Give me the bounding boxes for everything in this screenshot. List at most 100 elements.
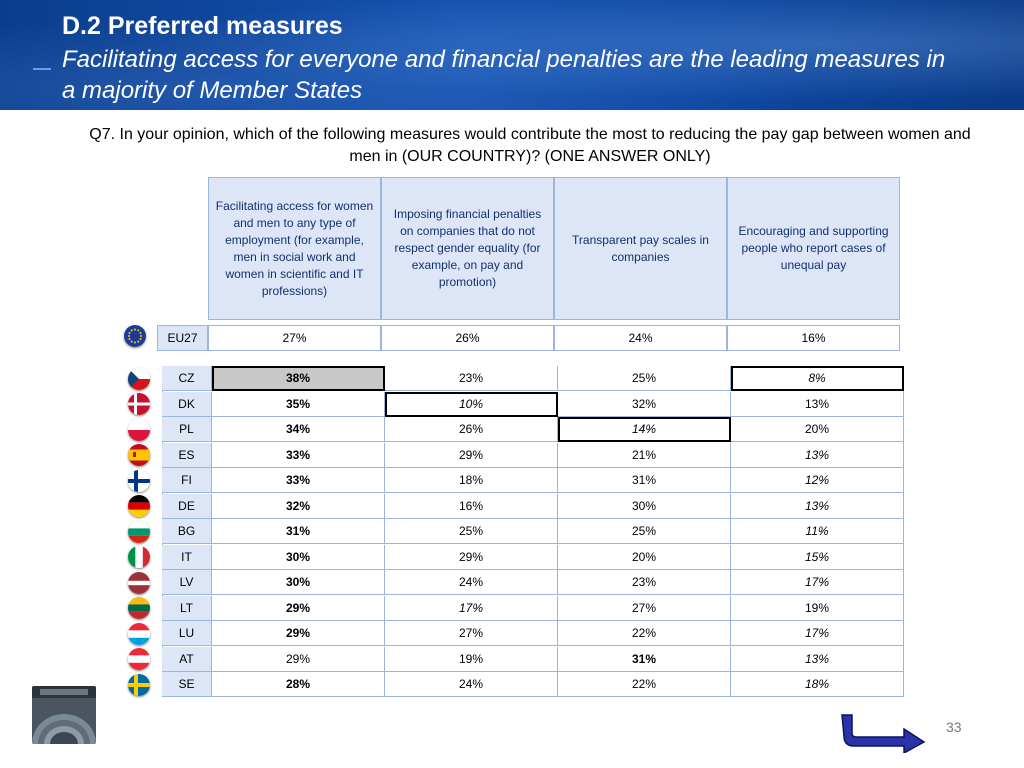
lv-flag-icon [128,571,150,594]
country-code: DK [162,391,212,417]
table-row: ES 33% 29% 21% 13% [162,442,904,468]
table-row: BG 31% 25% 25% 11% [162,519,904,544]
fi-flag-icon [128,469,150,492]
country-code: ES [162,442,212,468]
table-cell: 20% [558,544,731,570]
column-header-4: Encouraging and supporting people who re… [727,177,900,320]
eu27-value-1: 27% [208,325,381,351]
country-code: DE [162,493,212,519]
table-cell: 38% [212,366,385,391]
table-row: DE 32% 16% 30% 13% [162,493,904,519]
cz-flag-icon [128,367,150,390]
table-cell: 33% [212,468,385,493]
table-cell: 29% [212,595,385,621]
table-cell: 31% [558,646,731,672]
country-code: SE [162,672,212,697]
lt-flag-icon [128,597,150,619]
table-cell: 22% [558,672,731,697]
country-code: LV [162,570,212,595]
table-cell: 21% [558,442,731,468]
return-arrow-icon[interactable] [838,713,928,755]
at-flag-icon [128,648,150,670]
table-cell: 30% [558,493,731,519]
table-cell: 25% [558,519,731,544]
eu-flag-icon [124,325,146,347]
table-cell: 32% [558,391,731,417]
table-row: PL 34% 26% 14% 20% [162,417,904,442]
column-header-2: Imposing financial penalties on companie… [381,177,554,320]
table-cell: 28% [212,672,385,697]
table-cell: 34% [212,417,385,442]
table-row: SE 28% 24% 22% 18% [162,672,904,697]
table-cell: 11% [731,519,904,544]
table-cell: 18% [385,468,558,493]
table-cell: 17% [731,621,904,646]
table-cell: 24% [385,570,558,595]
dk-flag-icon [128,393,150,415]
table-row: LV 30% 24% 23% 17% [162,570,904,595]
es-flag-icon [128,444,150,466]
country-code: BG [162,519,212,544]
table-cell: 29% [212,646,385,672]
table-cell: 23% [385,366,558,391]
de-flag-icon [128,495,150,517]
table-row: LT 29% 17% 27% 19% [162,595,904,621]
table-cell: 27% [558,595,731,621]
country-code: IT [162,544,212,570]
country-code: PL [162,417,212,442]
header-dash [33,68,51,70]
table-row: IT 30% 29% 20% 15% [162,544,904,570]
table-cell: 25% [558,366,731,391]
table-cell: 30% [212,570,385,595]
eu27-label: EU27 [157,325,208,351]
table-cell: 13% [731,391,904,417]
table-row: FI 33% 18% 31% 12% [162,468,904,493]
table-row: CZ 38% 23% 25% 8% [162,366,904,391]
table-cell: 29% [385,442,558,468]
table-cell: 8% [731,366,904,391]
table-row: LU 29% 27% 22% 17% [162,621,904,646]
table-cell: 30% [212,544,385,570]
table-cell: 22% [558,621,731,646]
table-cell: 12% [731,468,904,493]
table-row: DK 35% 10% 32% 13% [162,391,904,417]
country-code: CZ [162,366,212,391]
country-code: FI [162,468,212,493]
table-cell: 29% [212,621,385,646]
table-cell: 31% [558,468,731,493]
slide-title: D.2 Preferred measures [62,12,343,40]
eu27-value-3: 24% [554,325,727,351]
table-cell: 31% [212,519,385,544]
table-cell: 13% [731,493,904,519]
table-cell: 25% [385,519,558,544]
eu27-value-2: 26% [381,325,554,351]
table-cell: 19% [731,595,904,621]
country-code: LU [162,621,212,646]
pl-flag-icon [128,418,150,441]
table-cell: 19% [385,646,558,672]
question-text: Q7. In your opinion, which of the follow… [89,126,971,165]
table-cell: 15% [731,544,904,570]
table-cell: 13% [731,442,904,468]
bg-flag-icon [128,520,150,543]
lu-flag-icon [128,622,150,645]
table-cell: 35% [212,391,385,417]
table-cell: 27% [385,621,558,646]
country-code: LT [162,595,212,621]
table-cell: 33% [212,442,385,468]
parliament-hemicycle-icon [32,686,96,744]
table-cell: 26% [385,417,558,442]
country-code: AT [162,646,212,672]
table-cell: 17% [731,570,904,595]
column-header-1: Facilitating access for women and men to… [208,177,381,320]
table-cell: 10% [385,391,558,417]
table-cell: 29% [385,544,558,570]
table-cell: 32% [212,493,385,519]
table-cell: 20% [731,417,904,442]
table-row: AT 29% 19% 31% 13% [162,646,904,672]
table-cell: 18% [731,672,904,697]
table-cell: 17% [385,595,558,621]
table-cell: 14% [558,417,731,442]
slide-subtitle: Facilitating access for everyone and fin… [62,46,946,104]
header-banner: D.2 Preferred measures Facilitating acce… [0,0,1024,110]
